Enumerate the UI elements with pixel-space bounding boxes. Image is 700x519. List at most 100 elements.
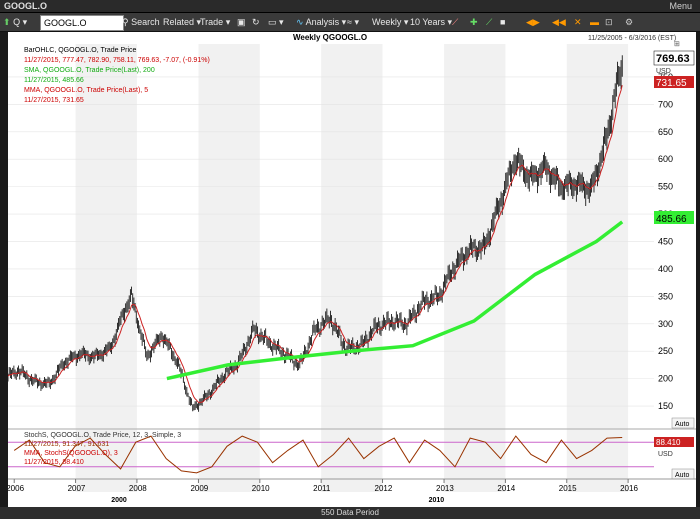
status-bar: 550 Data Period: [0, 507, 700, 519]
year-band: [321, 44, 383, 492]
y-tick-label: 150: [658, 401, 673, 411]
year-band: [566, 44, 629, 492]
y-tick-label: 700: [658, 99, 673, 109]
chart-svg[interactable]: Weekly QGOOGL.O 11/25/2005 - 6/3/2016 (E…: [6, 32, 696, 507]
stoch-tag-label: 88.410: [656, 438, 681, 447]
stoch-legend-line2: 11/27/2015, 91.347, 91.631: [24, 441, 109, 448]
analysis-icon: ∿: [296, 17, 304, 27]
year-label: 2006: [8, 484, 25, 493]
year-label: 2008: [129, 484, 147, 493]
stoch-usd-label: USD: [658, 451, 673, 458]
year-band: [198, 44, 260, 492]
menu-button[interactable]: Menu: [669, 1, 692, 11]
up-arrow-icon: ⬆: [3, 17, 11, 27]
usd-label: USD: [656, 68, 671, 75]
related-menu[interactable]: Related ▾: [163, 17, 202, 27]
price-grid: [8, 76, 654, 407]
year-label: 2007: [68, 484, 86, 493]
year-label: 2009: [190, 484, 208, 493]
year-label: 2014: [497, 484, 515, 493]
year-label: 2011: [313, 484, 331, 493]
line-chart-icon[interactable]: ⟋: [452, 17, 459, 27]
legend-sma-line2: 11/27/2015, 485.66: [24, 77, 84, 84]
date-range: 11/25/2005 - 6/3/2016 (EST): [588, 35, 676, 42]
time-axis: 2006 2007 2008 2009 2010 2011 2012 2013 2014 2015…: [6, 479, 638, 504]
y-tick-label: 550: [658, 182, 673, 192]
trade-label: Trade: [200, 17, 224, 27]
year-label: 2016: [620, 484, 638, 493]
legend-mma-line1: MMA, QGOOGL.O, Trade Price(Last), 5: [24, 87, 148, 94]
fit-icon[interactable]: ⊡: [605, 17, 613, 27]
sma-price-tag-label: 485.66: [656, 214, 687, 225]
folder-icon[interactable]: ▭ ▾: [268, 17, 284, 27]
y-tick-label: 600: [658, 154, 673, 164]
analysis-menu[interactable]: ∿ Analysis ▾: [296, 17, 347, 27]
year-band: [444, 44, 506, 492]
y-tick-label: 350: [658, 291, 673, 301]
range-select[interactable]: 10 Years ▾: [410, 17, 453, 27]
toolbar: ⬆ Q ▾ GOOGL.O ⚲ Search Related ▾ Trade ▾…: [0, 13, 700, 32]
mma-line: [7, 85, 623, 404]
quote-prefix[interactable]: ⬆ Q ▾: [3, 17, 28, 27]
last-price-tag-label: 769.63: [656, 53, 690, 65]
chart-area[interactable]: Weekly QGOOGL.O 11/25/2005 - 6/3/2016 (E…: [6, 32, 696, 507]
draw-icon[interactable]: ⟋: [486, 17, 493, 27]
legend-sma-line1: SMA, QGOOGL.O, Trade Price(Last), 200: [24, 67, 155, 74]
search-label: Search: [131, 17, 160, 27]
stoch-legend-line1: StochS, QGOOGL.O, Trade Price, 12, 3, Si…: [24, 432, 181, 439]
quote-type: Q: [13, 17, 21, 27]
legend: BarOHLC, QGOOGL.O, Trade Price 11/27/201…: [24, 47, 210, 104]
year-label: 2013: [436, 484, 454, 493]
last-price-tag: [653, 50, 695, 66]
sma-price-tag: [654, 211, 694, 224]
decade-label: 2010: [429, 497, 445, 504]
settings-icon[interactable]: ⚙: [625, 17, 634, 27]
range-label: 10 Years: [410, 17, 446, 27]
price-series: [7, 55, 624, 412]
y-tick-label: 650: [658, 127, 673, 137]
y-tick-label: 250: [658, 346, 673, 356]
legend-bar-line1: BarOHLC, QGOOGL.O, Trade Price: [24, 47, 137, 54]
chart-type-icon[interactable]: ▣: [237, 17, 246, 27]
y-tick-label: 450: [658, 236, 673, 246]
mma-price-tag: [654, 76, 694, 88]
price-auto-label: Auto: [675, 421, 690, 428]
stoch-legend-line4: 11/27/2015, 88.410: [24, 459, 84, 466]
chart-title: Weekly QGOOGL.O: [293, 33, 367, 42]
window-title: GOOGL.O: [4, 1, 48, 11]
stochastic-panel: [8, 435, 654, 474]
y-tick-label: 200: [658, 374, 673, 384]
interval-select[interactable]: Weekly ▾: [372, 17, 409, 27]
related-label: Related: [163, 17, 195, 27]
interval-label: Weekly: [372, 17, 402, 27]
year-label: 2010: [252, 484, 270, 493]
trade-menu[interactable]: Trade ▾: [200, 17, 231, 27]
search-button[interactable]: ⚲ Search: [122, 15, 160, 29]
symbol-input[interactable]: GOOGL.O: [40, 15, 124, 31]
overlay-icon[interactable]: ≈ ▾: [347, 17, 359, 27]
stoch-line: [13, 435, 623, 474]
stoch-legend-line3: MMA, StochS(QGOOGL.O), 3: [24, 450, 118, 457]
analysis-label: Analysis: [305, 17, 340, 27]
color-icon[interactable]: ■: [500, 17, 506, 27]
year-label: 2015: [559, 484, 577, 493]
title-bar: GOOGL.O Menu: [0, 0, 700, 13]
refresh-icon[interactable]: ↻: [252, 17, 260, 27]
stoch-auto-label: Auto: [675, 472, 690, 479]
crosshair-icon[interactable]: ✚: [470, 17, 478, 27]
zoom-corner-icon[interactable]: ⊞: [674, 41, 680, 48]
stoch-tag: [654, 437, 694, 447]
y-tick-label: 400: [658, 264, 673, 274]
nav-back-icon[interactable]: ◀◀: [552, 17, 566, 27]
year-label: 2012: [375, 484, 393, 493]
search-icon: ⚲: [122, 17, 129, 27]
decade-label: 2000: [111, 497, 127, 504]
zoom-in-icon[interactable]: ✕: [574, 17, 582, 27]
price-auto-button[interactable]: [671, 417, 695, 429]
legend-bar-line2: 11/27/2015, 777.47, 782.90, 758.11, 769.…: [24, 57, 210, 64]
sma-line: [166, 220, 624, 381]
scroll-left-icon[interactable]: ◀▶: [526, 17, 540, 27]
year-band: [75, 44, 137, 492]
zoom-out-icon[interactable]: ▬: [590, 17, 599, 27]
mma-price-tag-label: 731.65: [656, 78, 687, 89]
